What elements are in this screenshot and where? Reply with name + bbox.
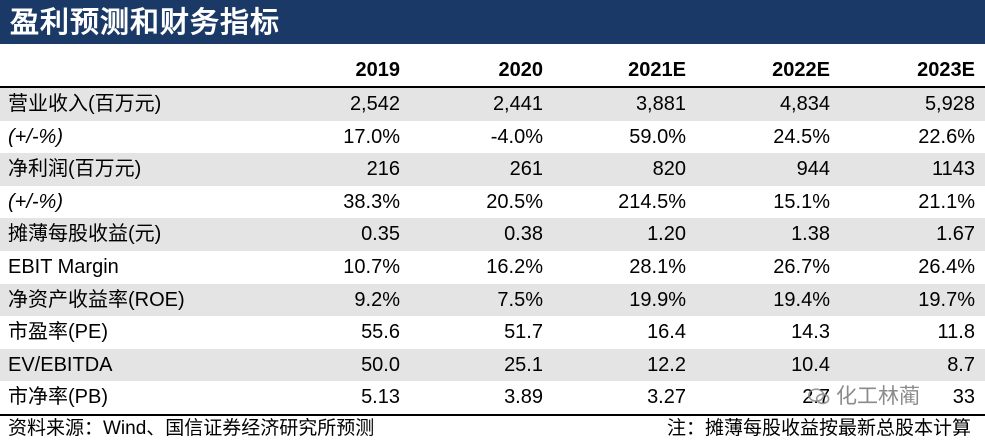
table-cell: 5.13	[361, 386, 400, 409]
table-cell: 1143	[931, 158, 975, 181]
table-cell: 1.38	[791, 223, 830, 246]
table-cell: 51.7	[504, 321, 543, 344]
table-cell: 20.5%	[486, 190, 543, 213]
col-header-2022e: 2022E	[772, 59, 830, 81]
table-cell: 24.5%	[773, 125, 830, 148]
row-label: 市盈率(PE)	[8, 321, 108, 344]
table-cell: 16.2%	[486, 256, 543, 278]
table-cell: 0.35	[361, 223, 400, 246]
col-header-2020: 2020	[498, 59, 544, 81]
table-cell: 22.6%	[918, 125, 975, 148]
table-cell: 5,928	[924, 93, 975, 115]
eps-note: 注：摊薄每股收益按最新总股本计算	[666, 418, 971, 439]
table-cell: 55.6	[361, 321, 400, 344]
table-cell: 21.1%	[918, 190, 975, 213]
table-cell: 3,881	[635, 93, 686, 115]
table-cell: 1.20	[647, 223, 686, 246]
col-header-2023e: 2023E	[917, 59, 975, 81]
table-cell: 26.4%	[918, 256, 975, 278]
table-cell: 9.2%	[354, 288, 400, 311]
row-label: 净资产收益率(ROE)	[8, 288, 185, 311]
watermark-text: 化工林蔺	[836, 385, 920, 408]
table-cell: 3.27	[647, 386, 686, 409]
table-cell: 26.7%	[773, 256, 830, 278]
table-cell: 216	[366, 158, 400, 181]
table-cell: 10.7%	[343, 256, 400, 278]
table-cell: 25.1	[504, 353, 543, 376]
table-row: 摊薄每股收益(元) 0.35 0.38 1.20 1.38 1.67	[0, 218, 985, 251]
row-label: 摊薄每股收益(元)	[8, 223, 162, 246]
table-cell: 17.0%	[343, 125, 400, 148]
table-cell: 15.1%	[773, 190, 830, 213]
watermark: 化工林蔺	[808, 380, 920, 414]
table-cell: 12.2	[647, 353, 686, 376]
table-row: (+/-%) 17.0% -4.0% 59.0% 24.5% 22.6%	[0, 121, 985, 154]
header-row: 2019 2020 2021E 2022E 2023E	[0, 54, 985, 87]
source-note: 资料来源：Wind、国信证券经济研究所预测	[8, 418, 375, 439]
table-cell: 16.4	[647, 321, 686, 344]
table-cell: 2,441	[492, 93, 543, 115]
table-cell: 50.0	[361, 353, 400, 376]
table-cell: 19.9%	[629, 288, 686, 311]
table-cell: 33	[952, 386, 975, 409]
table-cell: 2,542	[349, 93, 400, 115]
table-row: EBIT Margin 10.7% 16.2% 28.1% 26.7% 26.4%	[0, 251, 985, 284]
table-cell: 59.0%	[629, 125, 686, 148]
table-cell: 0.38	[504, 223, 543, 246]
table-cell: 7.5%	[497, 288, 543, 311]
col-header-2021e: 2021E	[628, 59, 686, 81]
row-label: (+/-%)	[8, 190, 63, 213]
table-cell: 1.67	[936, 223, 975, 246]
table-row: (+/-%) 38.3% 20.5% 214.5% 15.1% 21.1%	[0, 186, 985, 219]
wechat-icon	[808, 388, 830, 405]
row-label: 净利润(百万元)	[8, 158, 142, 181]
row-label: (+/-%)	[8, 125, 63, 148]
table-cell: 14.3	[791, 321, 830, 344]
table-cell: 8.7	[947, 353, 975, 376]
table-cell: 28.1%	[629, 256, 686, 278]
table-row: 营业收入(百万元) 2,542 2,441 3,881 4,834 5,928	[0, 88, 985, 121]
table-row: 净利润(百万元) 216 261 820 944 1143	[0, 153, 985, 186]
row-label: 营业收入(百万元)	[8, 93, 162, 115]
table-cell: 4,834	[779, 93, 830, 115]
table-row: 市盈率(PE) 55.6 51.7 16.4 14.3 11.8	[0, 316, 985, 349]
table-cell: 11.8	[937, 321, 975, 344]
table-cell: 38.3%	[343, 190, 400, 213]
row-label: EV/EBITDA	[8, 353, 113, 376]
table-cell: 19.4%	[773, 288, 830, 311]
table-cell: 19.7%	[918, 288, 975, 311]
table-cell: 261	[509, 158, 543, 181]
table-cell: 820	[652, 158, 686, 181]
table-cell: 3.89	[504, 386, 543, 409]
row-label: EBIT Margin	[8, 256, 119, 278]
row-label: 市净率(PB)	[8, 386, 108, 409]
table-row: 市净率(PB) 5.13 3.89 3.27 2.7 33	[0, 381, 985, 414]
table-cell: 10.4	[791, 353, 830, 376]
table-cell: 214.5%	[618, 190, 686, 213]
table-bottom-rule	[0, 414, 985, 416]
table-cell: 944	[796, 158, 830, 181]
table-row: 净资产收益率(ROE) 9.2% 7.5% 19.9% 19.4% 19.7%	[0, 283, 985, 317]
title-banner: 盈利预测和财务指标	[0, 0, 985, 44]
col-header-2019: 2019	[355, 59, 401, 81]
header-divider	[0, 86, 985, 88]
table-row: EV/EBITDA 50.0 25.1 12.2 10.4 8.7	[0, 348, 985, 382]
table-title: 盈利预测和财务指标	[10, 5, 281, 39]
table-cell: -4.0%	[490, 125, 543, 148]
